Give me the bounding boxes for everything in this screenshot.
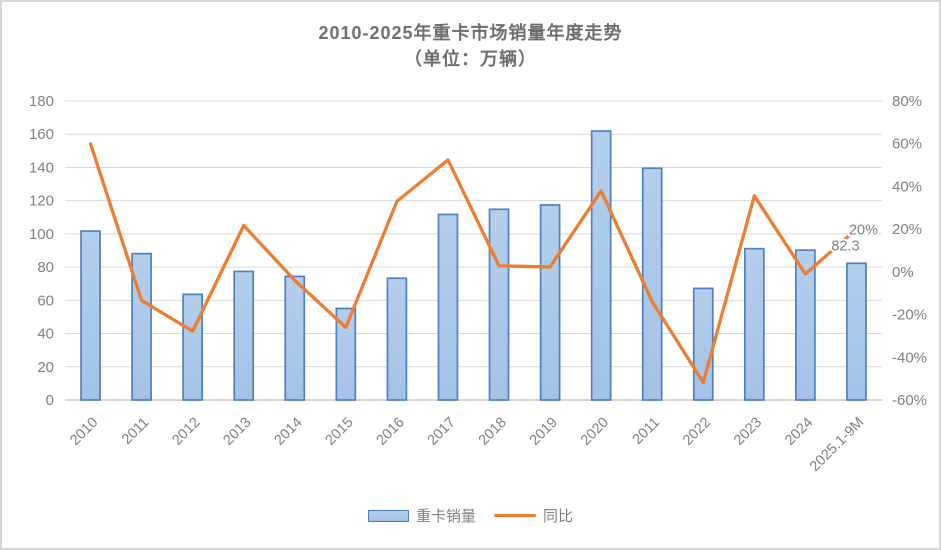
bar-2010-0	[80, 230, 101, 401]
bar-2019-9	[539, 204, 561, 401]
right-axis-tick-0pct: 0%	[892, 264, 914, 281]
right-axis-tick--20pct: -20%	[892, 307, 927, 324]
left-axis-tick-40: 40	[37, 326, 54, 343]
right-axis-tick-80pct: 80%	[892, 93, 922, 110]
x-axis-label-5: 2015	[323, 415, 357, 449]
left-axis-tick-100: 100	[29, 226, 54, 243]
trend-line	[88, 142, 859, 385]
bar-2024-14	[795, 249, 816, 401]
line-point-data-label: 20%	[849, 223, 878, 239]
left-axis-tick-180: 180	[29, 93, 54, 110]
x-axis-label-6: 2016	[374, 415, 408, 449]
chart-title-block: 2010-2025年重卡市场销量年度走势 （单位：万辆）	[2, 20, 939, 72]
legend-item-line-series: 同比	[494, 505, 573, 526]
x-axis-label-2: 2012	[169, 415, 203, 449]
bar-2023-13	[743, 247, 765, 401]
right-axis-tick--60pct: -60%	[892, 392, 927, 409]
x-axis-label-15: 2025.1-9M	[807, 415, 867, 475]
bar-2025.1-9M-15	[846, 262, 867, 401]
x-axis-label-1: 2011	[119, 415, 152, 448]
bar-2017-7	[437, 213, 459, 401]
right-axis-tick-20pct: 20%	[892, 221, 922, 238]
bar-2016-6	[386, 277, 408, 401]
x-axis-label-12: 2022	[680, 415, 714, 449]
x-axis-label-4: 2014	[271, 415, 305, 449]
legend-label-line-series: 同比	[543, 508, 574, 525]
bar-2014-4	[284, 275, 306, 401]
bar-2015-5	[335, 307, 357, 401]
x-axis-label-7: 2017	[425, 415, 459, 449]
x-axis-label-10: 2020	[578, 415, 612, 449]
left-axis-tick-140: 140	[29, 159, 54, 176]
legend-item-bar-series: 重卡销量	[367, 505, 476, 526]
right-axis-tick-40pct: 40%	[892, 178, 922, 195]
bar-2018-8	[488, 208, 510, 401]
right-axis-tick--40pct: -40%	[892, 349, 927, 366]
bar-data-label: 82.3	[831, 238, 859, 254]
chart-subtitle: （单位：万辆）	[404, 49, 537, 69]
bar-series-swatch-icon	[367, 509, 409, 522]
left-axis-tick-0: 0	[46, 392, 54, 409]
x-axis-label-3: 2013	[220, 415, 254, 449]
line-series-swatch-icon	[494, 513, 536, 518]
x-axis-label-9: 2019	[527, 415, 561, 449]
left-axis-tick-60: 60	[37, 292, 54, 309]
left-axis-tick-120: 120	[29, 193, 54, 210]
x-axis-label-0: 2010	[67, 415, 101, 449]
bar-2020-10	[590, 130, 612, 401]
left-axis-tick-80: 80	[37, 259, 54, 276]
legend-label-bar-series: 重卡销量	[415, 508, 476, 525]
chart-legend: 重卡销量 同比	[2, 505, 939, 526]
x-axis-label-14: 2024	[782, 415, 816, 449]
left-axis-tick-20: 20	[37, 359, 54, 376]
bar-2013-3	[233, 270, 255, 401]
x-axis-label-13: 2023	[731, 415, 765, 449]
chart-title: 2010-2025年重卡市场销量年度走势	[318, 23, 623, 43]
left-axis-tick-160: 160	[29, 126, 54, 143]
bar-2012-2	[182, 293, 204, 401]
x-axis-label-11: 2011	[630, 415, 663, 448]
x-axis-label-8: 2018	[476, 415, 510, 449]
right-axis-tick-60pct: 60%	[892, 136, 922, 153]
